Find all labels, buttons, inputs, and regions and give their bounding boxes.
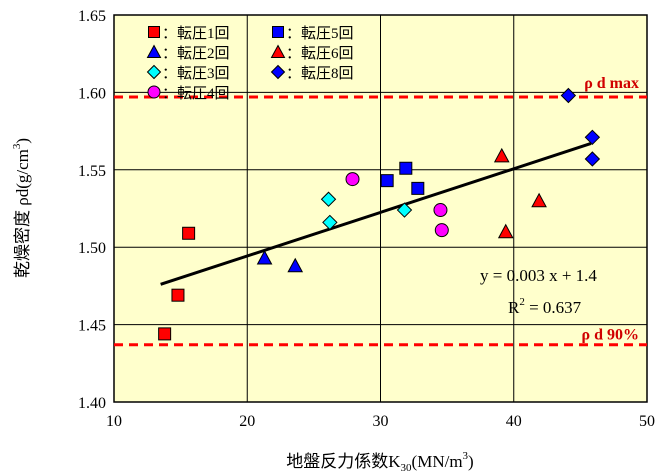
data-point [182, 226, 196, 240]
legend-label: ：転圧1回 [162, 25, 230, 42]
y-axis-title-end: ) [13, 138, 32, 144]
x-axis-title-unit: (MN/m [412, 452, 463, 471]
legend-marker [146, 64, 162, 80]
x-axis-title-main: 地盤反力係数K [286, 452, 401, 471]
data-point [497, 223, 514, 239]
x-tick-label: 40 [506, 413, 522, 430]
data-point [171, 288, 185, 302]
x-tick-label: 10 [106, 413, 122, 430]
data-point [584, 151, 601, 167]
r-squared-sup: 2 [519, 296, 525, 308]
legend-label: ：転圧4回 [162, 85, 230, 102]
data-point [322, 214, 338, 231]
x-axis-title-end: ) [468, 452, 474, 471]
data-point [560, 87, 577, 104]
y-axis-title-sup: 3 [11, 143, 23, 149]
data-point [320, 191, 337, 207]
legend: ：転圧1回 ：転圧2回 ：転圧3回 ：転圧4回 ：転圧5回 ：転圧6回 ：転圧8回 [146, 25, 354, 102]
equation-label: y = 0.003 x + 1.4 [480, 266, 597, 285]
data-point [411, 181, 425, 195]
y-tick-label: 1.60 [78, 85, 106, 102]
y-tick-label: 1.55 [78, 163, 106, 180]
y-axis-title-main: 乾燥密度 ρd(g/cm [13, 149, 32, 278]
x-tick-label: 20 [239, 413, 255, 430]
data-point [493, 147, 510, 163]
data-point [345, 172, 360, 187]
data-point [584, 129, 601, 145]
r-squared-prefix: R [508, 298, 520, 317]
legend-marker [147, 85, 161, 99]
legend-marker [270, 64, 286, 80]
reference-line-label: ρ d 90% [582, 327, 639, 344]
y-axis-title: 乾燥密度 ρd(g/cm3) [11, 138, 32, 278]
x-tick-label: 50 [639, 413, 655, 430]
legend-marker [146, 44, 162, 58]
x-axis-title: 地盤反力係数K30(MN/m3) [286, 450, 473, 472]
data-point [158, 327, 172, 341]
y-tick-label: 1.45 [78, 318, 106, 335]
data-point [380, 174, 394, 188]
data-point [396, 202, 413, 218]
trendline-group [160, 142, 592, 286]
grid [114, 15, 647, 402]
legend-label: ：転圧2回 [162, 45, 230, 62]
y-tick-label: 1.50 [78, 240, 106, 257]
legend-label: ：転圧3回 [162, 65, 230, 82]
y-tick-label: 1.40 [78, 395, 106, 412]
legend-label: ：転圧8回 [286, 65, 354, 82]
data-point [256, 249, 273, 265]
data-point [399, 161, 413, 175]
r-squared-label: R2 = 0.637 [508, 296, 582, 317]
data-point [434, 223, 449, 238]
legend-marker [270, 44, 286, 58]
trendline [160, 142, 592, 286]
data-point [531, 192, 547, 208]
data-point [433, 203, 448, 218]
reference-line-label: ρ d max [584, 75, 639, 92]
reference-lines: ρ d max ρ d 90% [114, 75, 647, 347]
legend-marker [272, 26, 284, 38]
x-axis-title-sub: 30 [401, 462, 413, 472]
legend-label: ：転圧6回 [286, 45, 354, 62]
x-axis-title-sup: 3 [463, 450, 469, 462]
data-point [287, 257, 304, 273]
r-squared-value: = 0.637 [525, 298, 582, 317]
legend-marker [148, 26, 160, 38]
legend-label: ：転圧5回 [286, 25, 354, 42]
tick-labels: 10 20 30 40 50 1.40 1.45 1.50 1.55 1.60 1.65 [78, 8, 655, 430]
data-points [158, 87, 601, 341]
x-tick-label: 30 [373, 413, 389, 430]
y-tick-label: 1.65 [78, 8, 106, 25]
